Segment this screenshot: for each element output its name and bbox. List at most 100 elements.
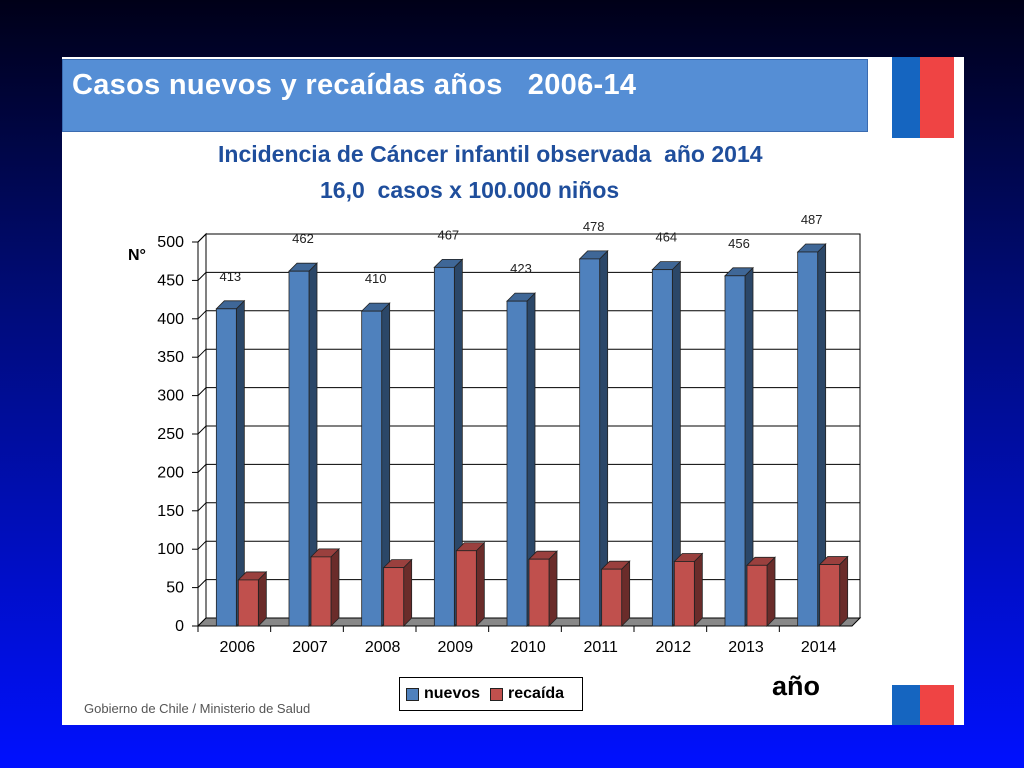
bar-nuevos (215, 299, 246, 627)
data-label: 464 (655, 230, 677, 245)
y-tick-label: 250 (157, 426, 184, 443)
data-label: 487 (801, 212, 823, 227)
data-label: 456 (728, 236, 750, 251)
chile-flag-icon-bottom (892, 685, 954, 725)
bars (215, 243, 849, 627)
data-label: 423 (510, 261, 532, 276)
footer-credit: Gobierno de Chile / Ministerio de Salud (84, 701, 311, 716)
bar-recaida (237, 570, 268, 627)
y-tick-label: 350 (157, 349, 184, 366)
legend-item-recaida: recaída (490, 685, 564, 703)
y-tick-label: 500 (157, 234, 184, 251)
chart-labels: 0 50 100 150 200 250 300 350 400 450 500 N° 413 2006 4… (128, 212, 837, 656)
bar-side (621, 560, 631, 627)
x-tick-label: 2011 (583, 639, 618, 656)
x-tick-label: 2007 (292, 639, 328, 656)
gridline-depth (197, 233, 207, 243)
bar-nuevos (433, 258, 464, 627)
gridline-depth (197, 387, 207, 396)
bar-front (673, 561, 695, 627)
gridline-depth (197, 425, 207, 435)
bar-recaida (310, 547, 340, 627)
y-tick-label: 450 (157, 272, 184, 289)
bar-front (506, 300, 528, 627)
legend-swatch-recaida (490, 687, 504, 701)
bar-recaida (528, 550, 558, 627)
x-tick-label: 2010 (510, 639, 546, 656)
legend-label-recaida: recaída (508, 685, 565, 702)
bar-nuevos (796, 243, 827, 627)
x-tick-label: 2012 (656, 639, 692, 656)
bar-front (383, 567, 405, 627)
legend-swatch-nuevos (406, 687, 419, 701)
x-tick-label: 2009 (438, 639, 474, 656)
legend-label-nuevos: nuevos (424, 685, 481, 702)
bar-front (601, 568, 623, 627)
gridline-depth (197, 272, 207, 281)
bar-nuevos (360, 302, 391, 627)
slide-title: Casos nuevos y recaídas años 2006-14 (72, 69, 637, 101)
data-label: 467 (437, 227, 459, 242)
data-label: 478 (583, 219, 605, 234)
chart-subtitle-line2: 16,0 casos x 100.000 niños (320, 177, 620, 203)
bar-nuevos (288, 262, 318, 627)
bar-front (310, 556, 332, 627)
bar-nuevos (506, 292, 536, 627)
bar-recaida (455, 541, 486, 627)
bar-side (693, 552, 703, 627)
y-tick-label: 200 (157, 464, 184, 481)
x-tick-label: 2013 (728, 639, 764, 656)
x-tick-label: 2006 (220, 639, 256, 656)
y-tick-label: 100 (157, 541, 184, 558)
gridline-depth (197, 540, 207, 550)
y-tick-label: 300 (157, 388, 184, 405)
bar-front (361, 310, 383, 627)
bar-recaida (746, 556, 776, 627)
bar-front (288, 270, 310, 627)
bar-front (579, 258, 601, 627)
x-axis-caption: año (772, 671, 821, 701)
bar-recaida (673, 552, 704, 627)
gridline-depth (197, 310, 207, 320)
chile-flag-icon (892, 57, 954, 138)
legend-item-nuevos: nuevos (406, 685, 480, 703)
bar-front (455, 550, 477, 627)
bar-side (330, 547, 340, 627)
bar-side (839, 555, 849, 627)
bar-recaida (600, 560, 631, 627)
x-tick-label: 2008 (365, 639, 401, 656)
bar-side (475, 541, 485, 627)
y-tick-label: 400 (157, 311, 184, 328)
bar-nuevos (578, 249, 609, 627)
bar-front (797, 251, 819, 627)
chart-subtitle-line1: Incidencia de Cáncer infantil observada … (218, 141, 763, 167)
bar-side (766, 556, 776, 627)
y-tick-label: 150 (157, 503, 184, 520)
bar-side (257, 570, 267, 627)
bar-front (237, 579, 259, 627)
y-tick-label: 0 (175, 618, 184, 635)
bar-recaida (818, 555, 849, 627)
bar-front (528, 558, 550, 627)
data-label: 410 (365, 271, 387, 286)
bar-front (433, 266, 455, 627)
gridline-depth (197, 464, 207, 473)
gridline-depth (197, 579, 207, 588)
y-axis-label: N° (128, 247, 146, 264)
chart-legend: nuevos recaída (399, 677, 583, 711)
bar-side (403, 558, 413, 627)
bar-front (746, 564, 768, 627)
bar-front (215, 308, 237, 627)
bar-front (724, 275, 746, 627)
slide: Casos nuevos y recaídas años 2006-14 Inc… (62, 57, 964, 725)
bar-front (819, 564, 841, 627)
data-label: 413 (219, 269, 241, 284)
bar-front (651, 269, 673, 627)
title-band: Casos nuevos y recaídas años 2006-14 (62, 59, 868, 132)
x-tick-label: 2014 (801, 639, 837, 656)
bar-nuevos (724, 266, 754, 627)
gridline-depth (197, 502, 207, 512)
bar-nuevos (651, 260, 682, 627)
bar-side (548, 550, 558, 627)
gridline-depth (197, 348, 207, 358)
